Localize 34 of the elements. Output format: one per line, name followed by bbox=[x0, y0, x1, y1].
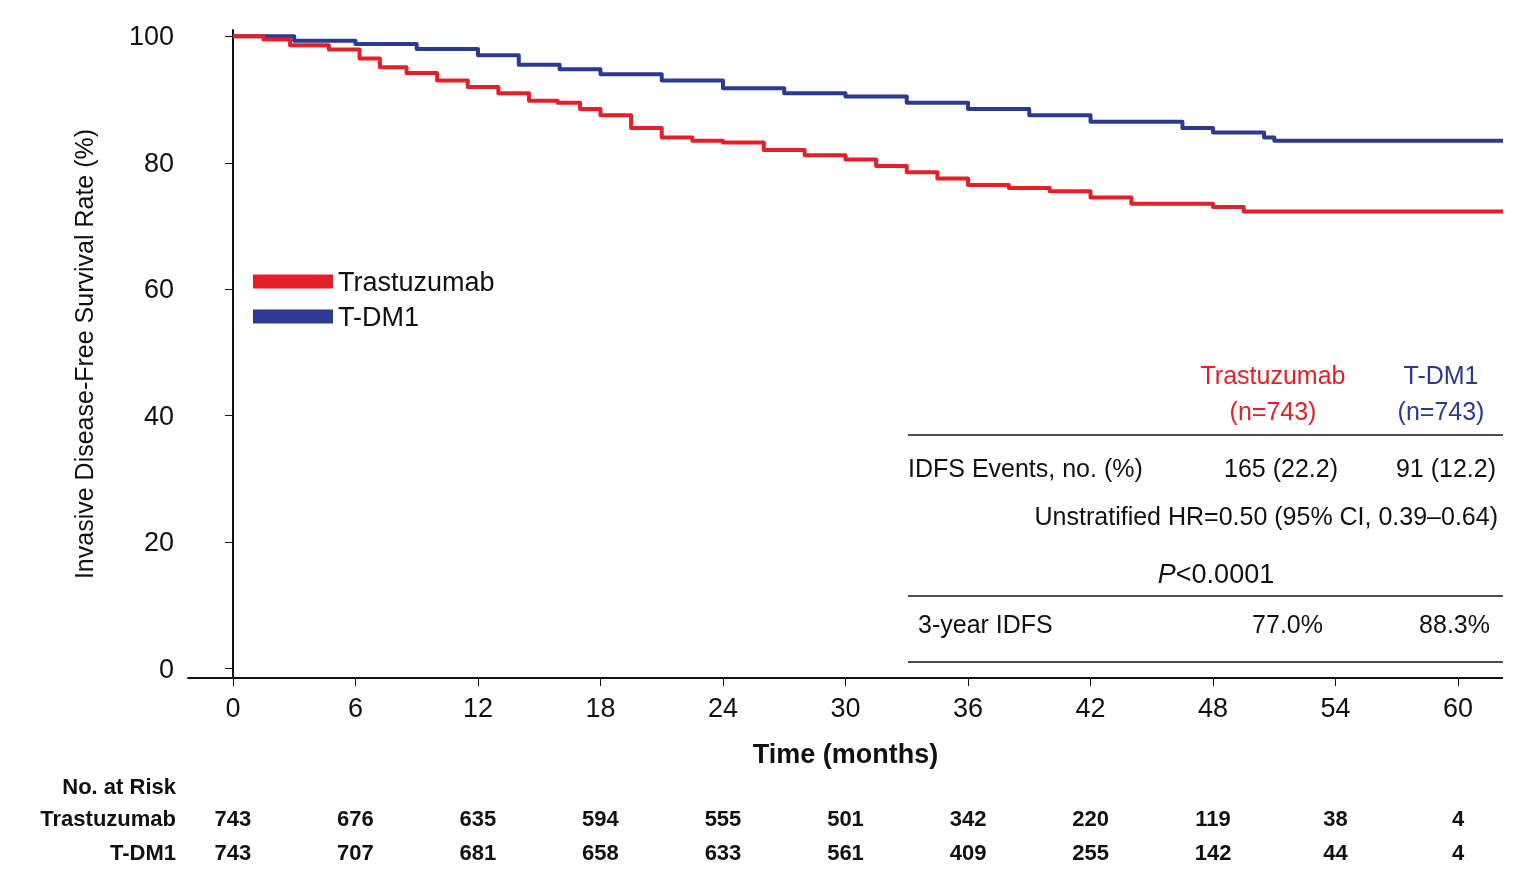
x-tick-label: 12 bbox=[462, 692, 493, 723]
annotation: T-DM1 (n=743) bbox=[1397, 361, 1485, 425]
annotation: 3-year IDFS bbox=[918, 610, 1053, 638]
y-axis-title: Invasive Disease-Free Survival Rate (%) bbox=[69, 128, 98, 580]
legend-label: T-DM1 bbox=[338, 301, 419, 332]
annotation: 91 (12.2) bbox=[1395, 454, 1496, 482]
x-tick-label: 18 bbox=[585, 692, 616, 723]
x-axis-title: Time (months) bbox=[752, 738, 939, 769]
annotation: P<0.0001 bbox=[1157, 559, 1275, 589]
annotation: 165 (22.2) bbox=[1224, 454, 1338, 482]
y-tick-label: 0 bbox=[158, 653, 174, 684]
y-tick-label: 20 bbox=[143, 527, 174, 558]
annotation: 77.0% bbox=[1252, 610, 1323, 638]
y-tick-label: 80 bbox=[143, 147, 174, 178]
y-tick-label: 100 bbox=[128, 21, 174, 52]
x-tick-label: 6 bbox=[347, 692, 363, 723]
text: T-DM1 743 707 681 658 633 561 409 255 142 44 4 bbox=[110, 839, 1465, 865]
x-tick-label: 54 bbox=[1320, 692, 1351, 723]
text: No. at Risk bbox=[62, 773, 177, 799]
x-tick-label: 36 bbox=[952, 692, 984, 723]
x-tick-label: 48 bbox=[1198, 692, 1229, 723]
annotation: 88.3% bbox=[1419, 610, 1490, 638]
x-tick-label: 30 bbox=[830, 692, 861, 723]
x-tick-label: 24 bbox=[707, 692, 739, 723]
x-tick-label: 0 bbox=[225, 692, 241, 723]
x-tick-label: 60 bbox=[1443, 692, 1474, 723]
annotation: Trastuzumab (n=743) bbox=[1200, 361, 1346, 425]
annotation: IDFS Events, no. (%) bbox=[908, 454, 1143, 482]
y-tick-label: 60 bbox=[143, 274, 174, 305]
legend-label: Trastuzumab bbox=[338, 266, 495, 297]
y-tick-label: 40 bbox=[143, 400, 174, 431]
text: Trastuzumab 743 676 635 594 555 501 342 220 119 38 4 bbox=[40, 805, 1465, 831]
annotation: Unstratified HR=0.50 (95% CI, 0.39–0.64) bbox=[1034, 502, 1498, 530]
x-tick-label: 42 bbox=[1075, 692, 1106, 723]
